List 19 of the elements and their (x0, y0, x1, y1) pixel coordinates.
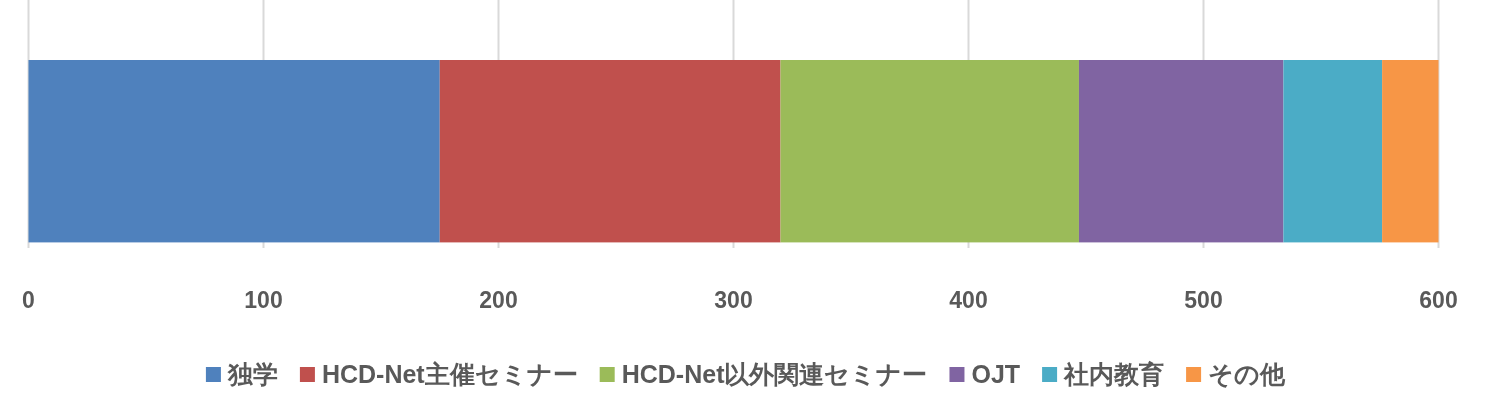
bar (1382, 60, 1439, 243)
bar (1078, 60, 1284, 243)
bar (28, 60, 440, 243)
legend-label: HCD-Net以外関連セミナー (621, 360, 928, 388)
bar (1283, 60, 1383, 243)
x-tick-label: 0 (22, 287, 35, 313)
legend-label: HCD-Net主催セミナー (321, 360, 578, 388)
x-tick-label: 600 (1419, 287, 1458, 313)
x-tick-label: 400 (949, 287, 988, 313)
bar (780, 60, 1079, 243)
x-tick-label: 500 (1184, 287, 1223, 313)
x-tick-label: 100 (244, 287, 283, 313)
legend-label: 独学 (226, 360, 278, 388)
legend-label: OJT (971, 360, 1021, 388)
legend-label: その他 (1208, 360, 1287, 388)
x-tick-label: 300 (714, 287, 753, 313)
x-tick-label: 200 (479, 287, 518, 313)
bar (439, 60, 781, 243)
legend-label: 社内教育 (1063, 360, 1165, 388)
